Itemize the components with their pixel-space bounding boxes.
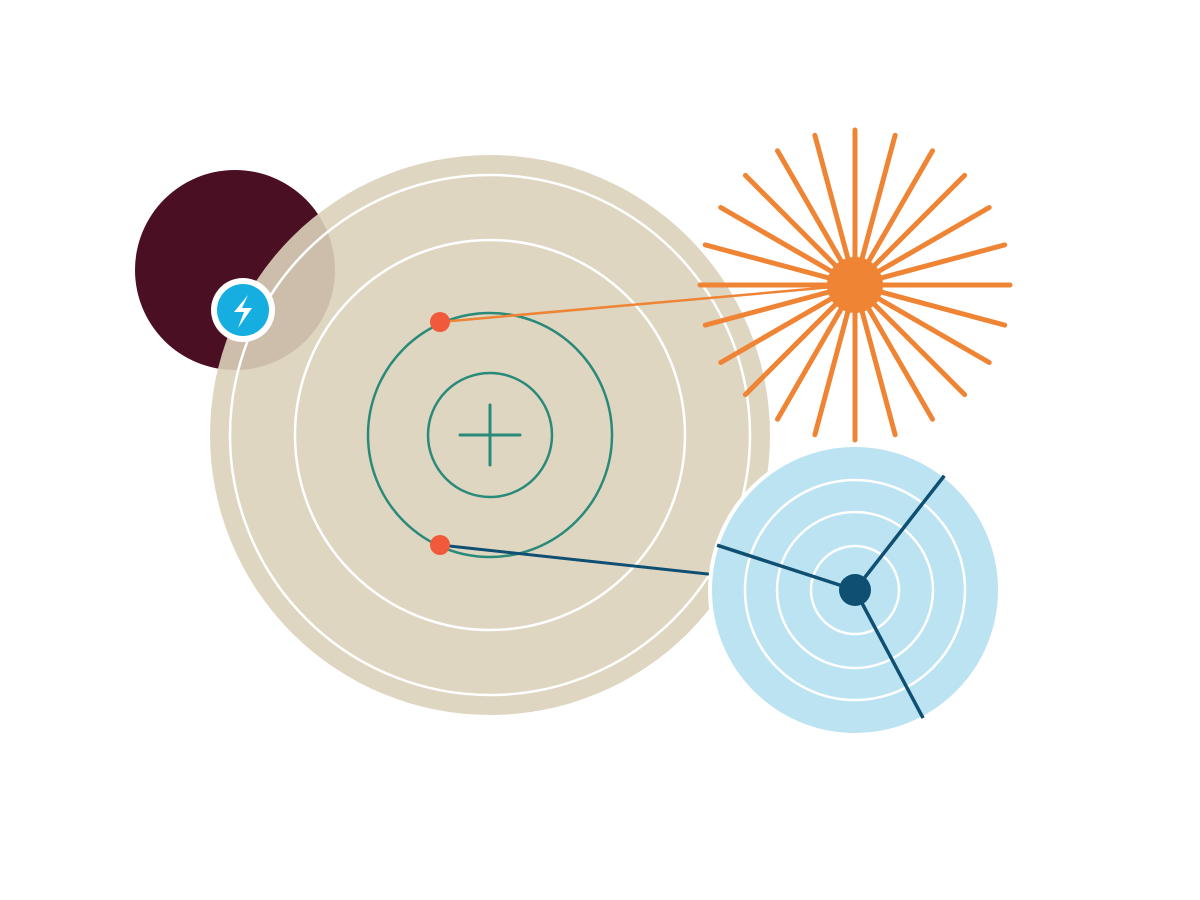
- sunburst-icon: [700, 130, 1010, 440]
- lightning-badge: [211, 278, 275, 342]
- radar-icon: [710, 445, 1000, 735]
- infographic-canvas: [0, 0, 1200, 900]
